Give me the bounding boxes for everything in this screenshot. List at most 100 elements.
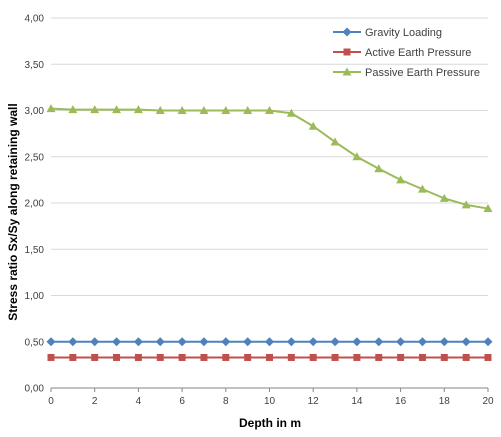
series-active-earth-pressure [47, 353, 492, 361]
series-layer [46, 104, 493, 361]
data-point-gravity-loading [46, 337, 56, 347]
data-point-gravity-loading [308, 337, 318, 347]
data-point-active-earth-pressure [440, 353, 448, 361]
y-axis-ticks: 0,00 0,50 1,00 1,50 2,00 2,50 3,00 3,50 4,00 [25, 14, 45, 395]
y-tick-label: 0,00 [25, 384, 45, 395]
x-tick-label: 0 [48, 396, 54, 407]
y-tick-label: 1,50 [25, 245, 45, 256]
data-point-passive-earth-pressure [483, 204, 493, 213]
y-tick-label: 0,50 [25, 337, 45, 348]
data-point-active-earth-pressure [69, 353, 77, 361]
data-point-active-earth-pressure [266, 353, 273, 361]
x-axis-ticks: 0 2 4 6 8 10 12 14 16 18 20 [48, 388, 494, 407]
data-point-passive-earth-pressure [243, 106, 253, 114]
data-point-passive-earth-pressure [439, 193, 449, 202]
legend-item-passive-earth-pressure: Passive Earth Pressure [333, 67, 480, 79]
data-point-passive-earth-pressure [177, 106, 187, 114]
data-point-active-earth-pressure [244, 353, 252, 361]
legend-item-active-earth-pressure: Active Earth Pressure [333, 47, 471, 59]
data-point-gravity-loading [155, 337, 165, 347]
legend-label: Active Earth Pressure [365, 47, 471, 59]
data-point-gravity-loading [439, 337, 449, 347]
data-point-passive-earth-pressure [330, 137, 340, 146]
x-tick-label: 10 [264, 396, 276, 407]
y-tick-label: 4,00 [25, 14, 45, 25]
data-point-active-earth-pressure [200, 353, 208, 361]
legend-marker [343, 48, 351, 56]
data-point-passive-earth-pressure [155, 106, 165, 114]
x-tick-label: 20 [482, 396, 494, 407]
data-point-gravity-loading [330, 337, 340, 347]
data-point-active-earth-pressure [134, 353, 142, 361]
legend-item-gravity-loading: Gravity Loading [333, 27, 442, 39]
x-axis-title: Depth in m [239, 416, 301, 430]
data-point-passive-earth-pressure [90, 105, 100, 114]
data-point-passive-earth-pressure [308, 121, 318, 130]
x-tick-label: 4 [136, 396, 142, 407]
data-point-passive-earth-pressure [133, 105, 143, 114]
legend-label: Passive Earth Pressure [365, 67, 480, 79]
data-point-active-earth-pressure [222, 353, 230, 361]
data-point-active-earth-pressure [375, 353, 383, 361]
legend-marker [342, 27, 352, 37]
data-point-passive-earth-pressure [417, 184, 427, 193]
y-tick-label: 1,00 [25, 291, 45, 302]
data-point-passive-earth-pressure [199, 106, 209, 114]
data-point-gravity-loading [352, 337, 362, 347]
data-point-passive-earth-pressure [286, 108, 296, 117]
x-tick-label: 16 [395, 396, 407, 407]
data-point-passive-earth-pressure [46, 104, 56, 113]
x-tick-label: 2 [92, 396, 98, 407]
data-point-gravity-loading [286, 337, 296, 347]
legend-marker [342, 67, 352, 76]
y-tick-label: 3,00 [25, 106, 45, 117]
data-point-active-earth-pressure [397, 353, 405, 361]
x-tick-label: 8 [223, 396, 229, 407]
data-point-passive-earth-pressure [112, 105, 122, 114]
x-tick-label: 14 [351, 396, 363, 407]
data-point-active-earth-pressure [287, 353, 295, 361]
data-point-gravity-loading [177, 337, 187, 347]
data-point-passive-earth-pressure [265, 106, 274, 114]
data-point-active-earth-pressure [484, 353, 492, 361]
data-point-gravity-loading [68, 337, 78, 347]
data-point-active-earth-pressure [331, 353, 339, 361]
x-tick-label: 12 [308, 396, 320, 407]
y-tick-label: 3,50 [25, 60, 45, 71]
data-point-gravity-loading [265, 337, 274, 347]
legend: Gravity Loading Active Earth Pressure Pass… [333, 27, 480, 79]
data-point-active-earth-pressure [47, 353, 55, 361]
series-gravity-loading [46, 337, 493, 347]
data-point-gravity-loading [396, 337, 406, 347]
x-tick-label: 6 [179, 396, 185, 407]
data-point-passive-earth-pressure [221, 106, 231, 114]
data-point-gravity-loading [112, 337, 122, 347]
series-passive-earth-pressure [46, 104, 493, 213]
data-point-active-earth-pressure [418, 353, 426, 361]
data-point-passive-earth-pressure [461, 200, 471, 209]
data-point-gravity-loading [199, 337, 209, 347]
data-point-gravity-loading [221, 337, 231, 347]
data-point-active-earth-pressure [156, 353, 164, 361]
data-point-passive-earth-pressure [352, 152, 362, 161]
data-point-passive-earth-pressure [68, 105, 78, 114]
data-point-passive-earth-pressure [374, 164, 384, 173]
x-tick-label: 18 [439, 396, 451, 407]
data-point-active-earth-pressure [113, 353, 121, 361]
data-point-active-earth-pressure [353, 353, 361, 361]
y-tick-label: 2,50 [25, 152, 45, 163]
data-point-active-earth-pressure [462, 353, 470, 361]
data-point-active-earth-pressure [178, 353, 186, 361]
data-point-passive-earth-pressure [396, 175, 406, 184]
y-tick-label: 2,00 [25, 199, 45, 210]
data-point-gravity-loading [90, 337, 100, 347]
y-axis-title: Stress ratio Sx/Sy along retaining wall [6, 103, 20, 320]
data-point-gravity-loading [417, 337, 427, 347]
legend-label: Gravity Loading [365, 27, 442, 39]
data-point-gravity-loading [133, 337, 143, 347]
data-point-gravity-loading [374, 337, 384, 347]
data-point-gravity-loading [461, 337, 471, 347]
data-point-active-earth-pressure [91, 353, 99, 361]
